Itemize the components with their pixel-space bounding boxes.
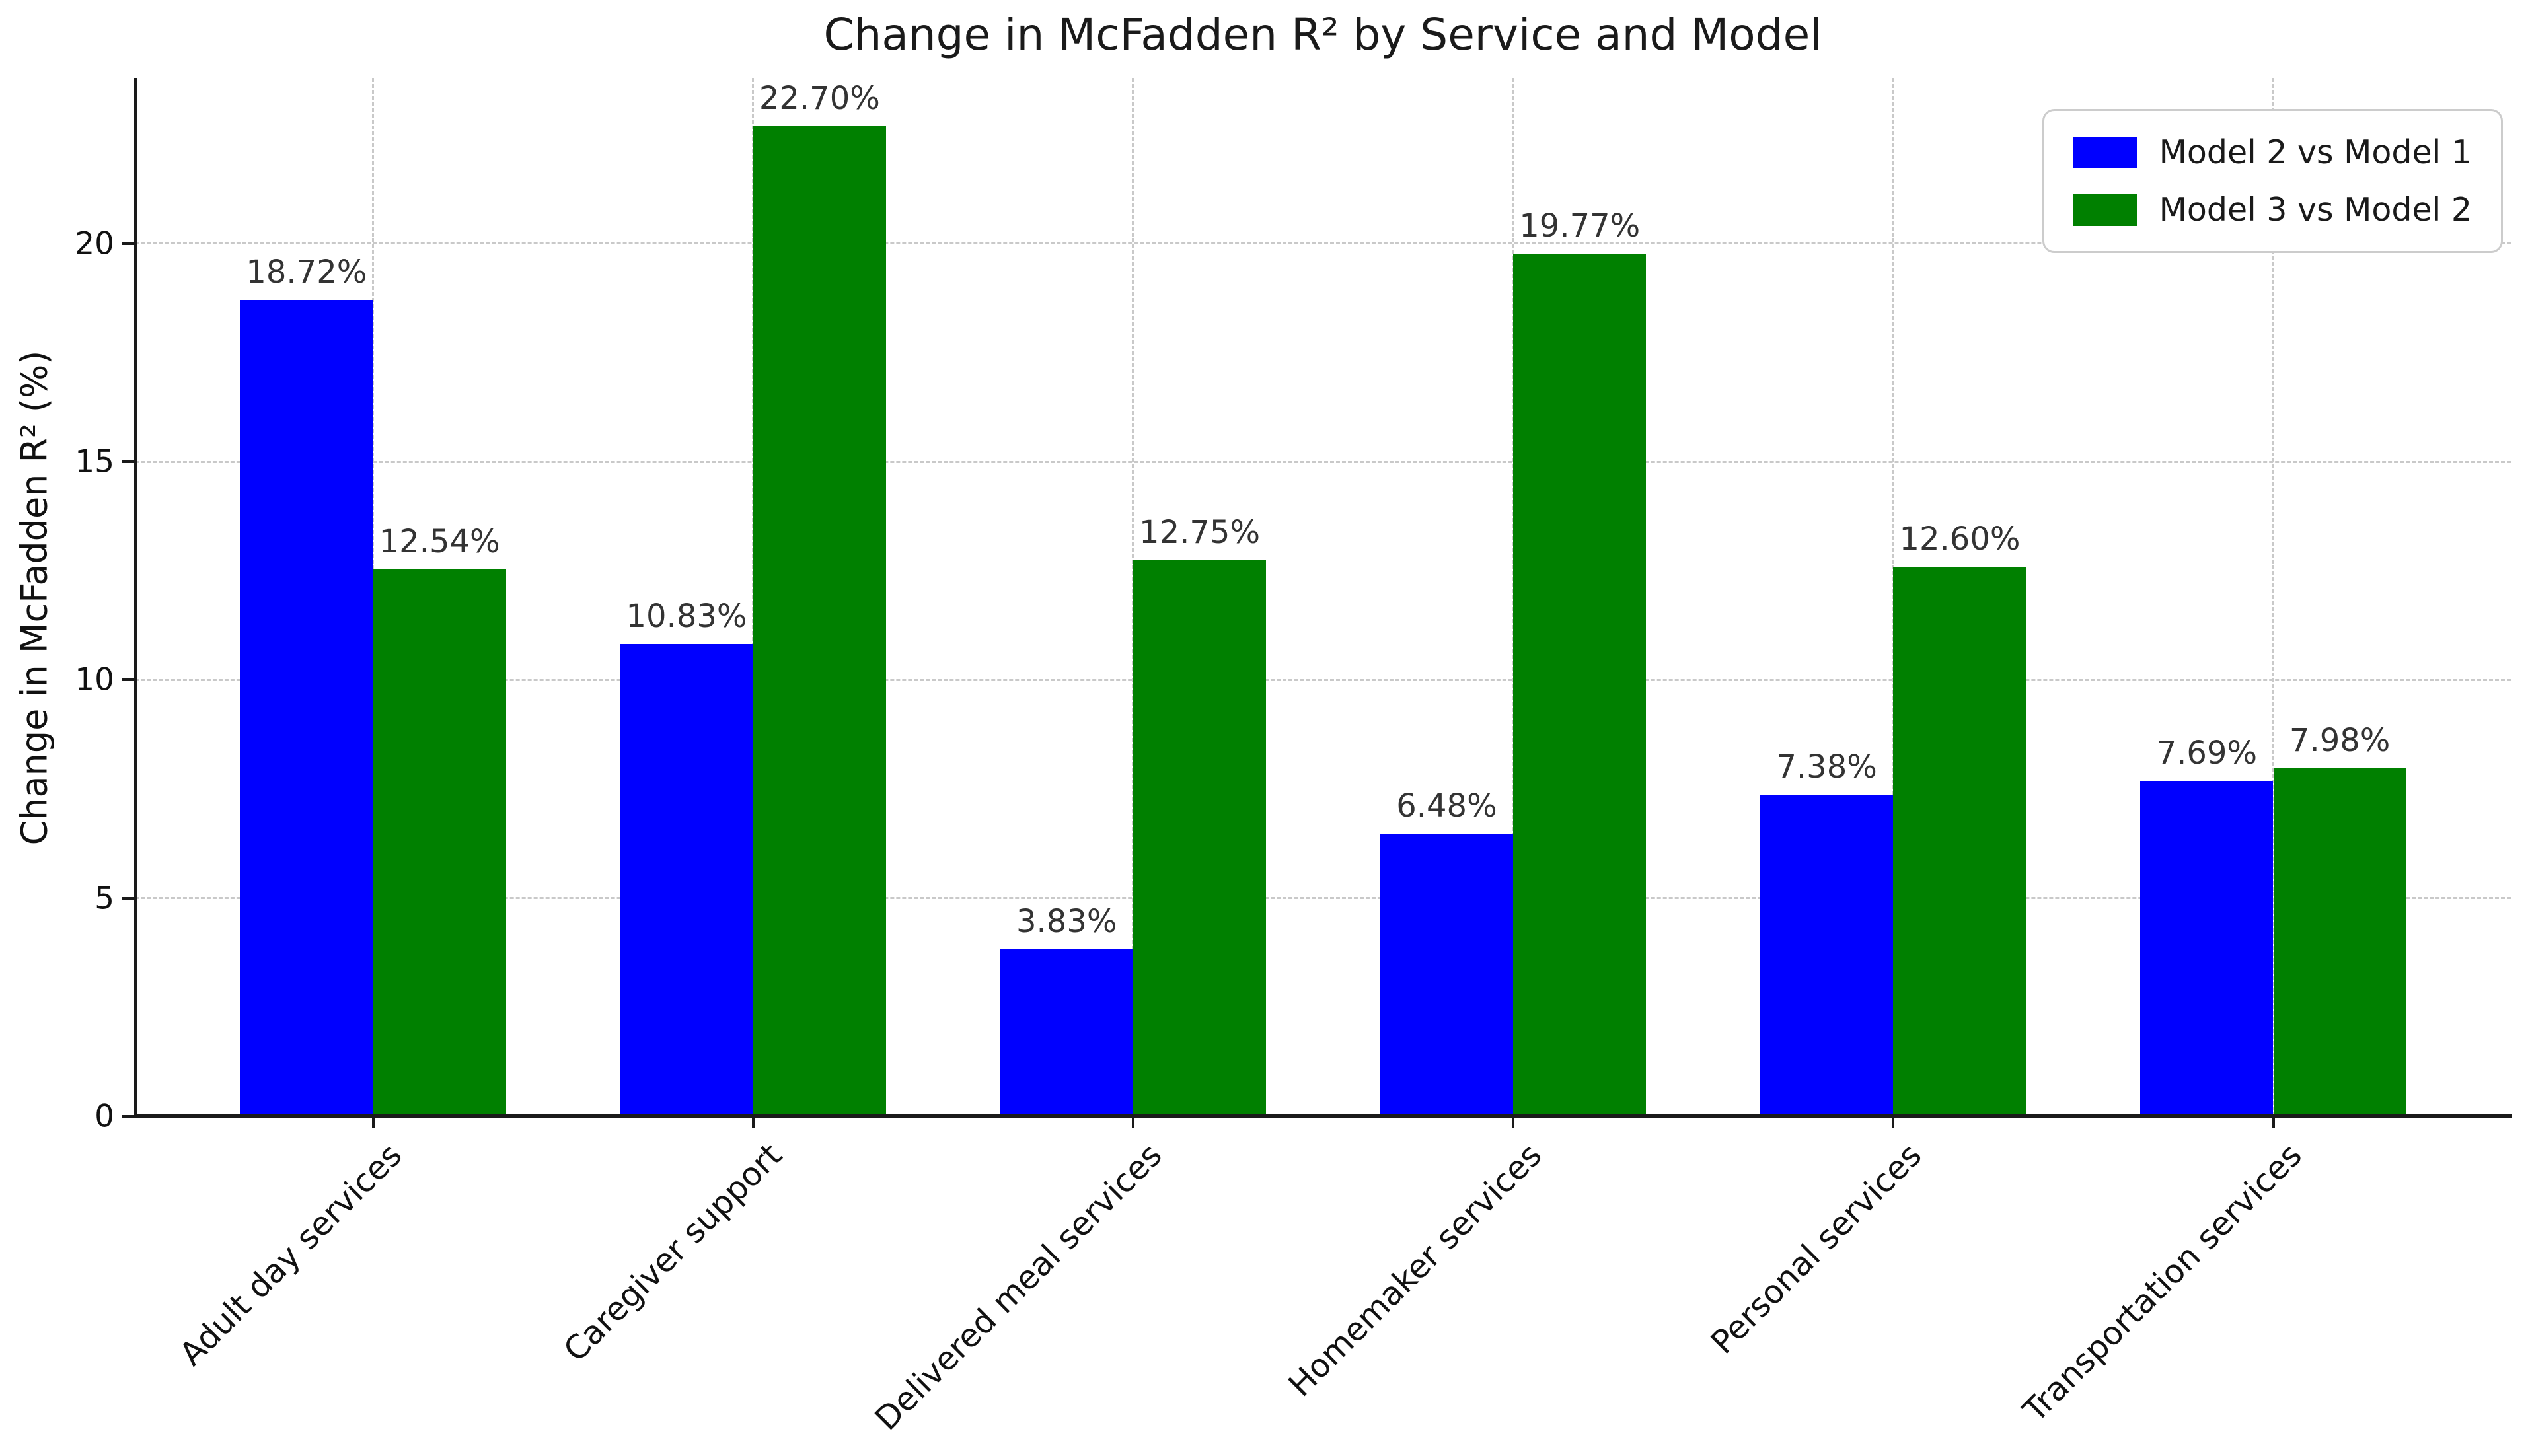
bar-personal-services-model-2-vs-model-1 — [1760, 794, 1894, 1116]
bar-homemaker-services-model-3-vs-model-2 — [1513, 254, 1647, 1116]
legend-label: Model 2 vs Model 1 — [2159, 133, 2472, 171]
bar-value-label: 12.60% — [1899, 520, 2021, 558]
y-axis-label: Change in McFadden R² (%) — [13, 350, 56, 846]
y-gridline — [135, 897, 2511, 900]
bar-value-label: 6.48% — [1396, 787, 1497, 824]
y-tick-mark — [122, 1115, 135, 1118]
bar-value-label: 7.98% — [2289, 721, 2391, 759]
legend-swatch-model-3-vs-model-2 — [2073, 194, 2137, 226]
bar-value-label: 12.54% — [379, 523, 500, 560]
x-axis-label-adult-day-services: Adult day services — [172, 1136, 409, 1373]
bar-transportation-services-model-3-vs-model-2 — [2273, 768, 2406, 1116]
x-axis-label-homemaker-services: Homemaker services — [1281, 1136, 1549, 1404]
x-axis-label-delivered-meal-services: Delivered meal services — [867, 1136, 1170, 1438]
plot-area: 0 5 10 15 20 Adult day services Caregiver supp… — [75, 78, 2512, 1438]
bar-delivered-meal-services-model-3-vs-model-2 — [1133, 560, 1267, 1116]
x-tick-mark — [751, 1116, 755, 1128]
x-axis-spine — [134, 1114, 2512, 1118]
y-tick-label: 15 — [75, 443, 114, 480]
y-tick-label: 10 — [75, 661, 114, 698]
y-tick-label: 5 — [94, 880, 114, 917]
y-gridline — [135, 242, 2511, 245]
y-tick-label: 20 — [75, 225, 114, 262]
y-tick-mark — [122, 678, 135, 682]
bar-delivered-meal-services-model-2-vs-model-1 — [1000, 949, 1133, 1116]
y-gridline — [135, 460, 2511, 463]
legend-item-model-2-vs-model-1: Model 2 vs Model 1 — [2073, 133, 2472, 171]
y-tick-mark — [122, 460, 135, 464]
legend-label: Model 3 vs Model 2 — [2159, 191, 2472, 229]
legend: Model 2 vs Model 1 Model 3 vs Model 2 — [2042, 109, 2503, 253]
bar-value-label: 19.77% — [1519, 207, 1641, 245]
bar-value-label: 18.72% — [246, 253, 367, 291]
bar-value-label: 12.75% — [1139, 513, 1261, 551]
bar-adult-day-services-model-2-vs-model-1 — [240, 299, 373, 1116]
y-tick-label: 0 — [94, 1098, 114, 1135]
bar-homemaker-services-model-2-vs-model-1 — [1380, 834, 1514, 1116]
legend-item-model-3-vs-model-2: Model 3 vs Model 2 — [2073, 191, 2472, 229]
x-tick-mark — [1892, 1116, 1895, 1128]
x-axis-label-transportation-services: Transportation services — [2016, 1136, 2309, 1430]
y-tick-mark — [122, 242, 135, 245]
x-tick-mark — [2272, 1116, 2275, 1128]
bar-value-label: 7.38% — [1776, 748, 1877, 785]
bar-value-label: 3.83% — [1016, 903, 1117, 941]
x-gridline — [2272, 78, 2274, 1116]
bar-caregiver-support-model-2-vs-model-1 — [620, 643, 753, 1116]
y-tick-mark — [122, 896, 135, 900]
x-axis-label-caregiver-support: Caregiver support — [556, 1136, 790, 1369]
bar-transportation-services-model-2-vs-model-1 — [2140, 781, 2274, 1116]
y-axis-spine — [134, 78, 137, 1116]
bar-value-label: 22.70% — [759, 79, 880, 117]
y-gridline — [135, 678, 2511, 681]
bar-personal-services-model-3-vs-model-2 — [1893, 566, 2026, 1116]
bar-caregiver-support-model-3-vs-model-2 — [753, 126, 886, 1116]
x-tick-mark — [1512, 1116, 1515, 1128]
x-tick-mark — [371, 1116, 375, 1128]
chart-title: Change in McFadden R² by Service and Mod… — [823, 9, 1822, 60]
bar-value-label: 10.83% — [626, 597, 747, 635]
bar-value-label: 7.69% — [2156, 735, 2258, 772]
legend-swatch-model-2-vs-model-1 — [2073, 136, 2137, 168]
bar-adult-day-services-model-3-vs-model-2 — [373, 569, 506, 1116]
x-tick-mark — [1131, 1116, 1134, 1128]
x-axis-label-personal-services: Personal services — [1703, 1136, 1929, 1362]
